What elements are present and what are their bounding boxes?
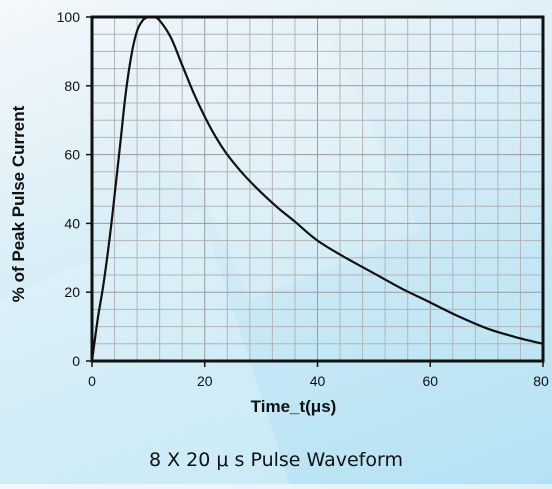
y-axis-title: % of Peak Pulse Current — [9, 105, 28, 302]
y-tick-label: 0 — [72, 353, 80, 369]
x-tick-label: 20 — [197, 373, 213, 389]
grid — [92, 17, 543, 361]
x-tick-label: 40 — [310, 373, 326, 389]
background-light-shapes — [0, 40, 420, 484]
y-tick-label: 100 — [57, 9, 81, 25]
series-line-pulse-waveform — [90, 15, 544, 362]
y-tick-label: 80 — [64, 78, 80, 94]
y-axis-ticks: 0 20 40 60 80 100 — [57, 9, 92, 369]
y-tick-label: 40 — [64, 215, 80, 231]
y-tick-label: 20 — [64, 284, 80, 300]
x-tick-label: 0 — [88, 373, 96, 389]
x-tick-label: 60 — [422, 373, 438, 389]
bg-light-shape — [0, 210, 290, 484]
x-axis-title: Time_t(μs) — [251, 397, 337, 416]
y-tick-label: 60 — [64, 147, 80, 163]
x-tick-label: 80 — [533, 373, 549, 389]
x-axis-ticks: 0 20 40 60 80 — [88, 361, 549, 389]
bg-light-shape — [150, 40, 420, 300]
chart-title: 8 X 20 μ s Pulse Waveform — [149, 449, 403, 471]
